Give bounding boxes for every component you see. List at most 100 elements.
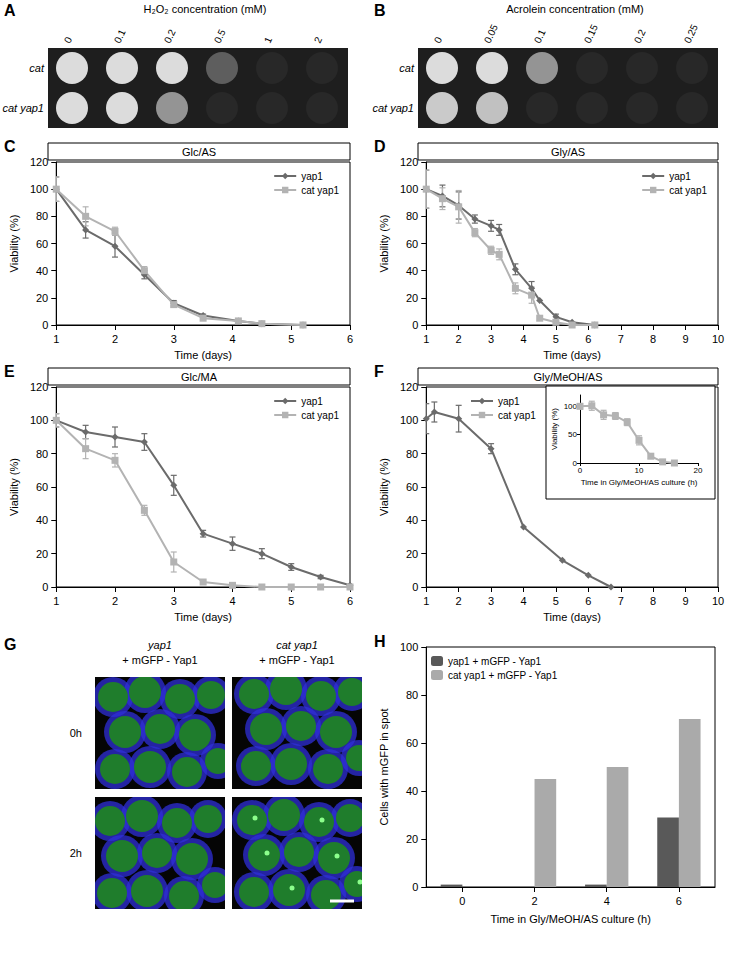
svg-text:100: 100	[400, 641, 418, 653]
svg-text:yap1: yap1	[301, 396, 323, 407]
svg-text:0.25: 0.25	[682, 22, 700, 45]
svg-text:40: 40	[406, 265, 418, 277]
svg-text:8: 8	[650, 595, 656, 607]
svg-text:0.5: 0.5	[212, 27, 228, 45]
svg-text:80: 80	[406, 448, 418, 460]
svg-text:Viability (%): Viability (%)	[8, 215, 20, 273]
svg-text:5: 5	[553, 333, 559, 345]
svg-text:80: 80	[406, 689, 418, 701]
svg-text:20: 20	[36, 548, 48, 560]
svg-text:100: 100	[30, 183, 48, 195]
svg-text:0: 0	[62, 35, 75, 45]
svg-text:cat: cat	[399, 62, 415, 74]
svg-text:0: 0	[412, 881, 418, 893]
svg-text:6: 6	[585, 595, 591, 607]
svg-text:Viability (%): Viability (%)	[378, 458, 390, 516]
svg-text:Time (days): Time (days)	[543, 611, 601, 623]
svg-text:0.15: 0.15	[582, 22, 600, 45]
svg-text:6: 6	[347, 595, 353, 607]
svg-text:0: 0	[42, 319, 48, 331]
svg-text:20: 20	[406, 548, 418, 560]
svg-text:5: 5	[288, 595, 294, 607]
svg-text:50: 50	[568, 430, 577, 439]
svg-text:5: 5	[288, 333, 294, 345]
svg-text:9: 9	[683, 333, 689, 345]
svg-text:0h: 0h	[70, 727, 82, 739]
svg-text:20: 20	[694, 466, 703, 475]
svg-text:Cells with mGFP in spot: Cells with mGFP in spot	[378, 708, 390, 825]
svg-text:60: 60	[406, 481, 418, 493]
svg-text:yap1 + mGFP - Yap1: yap1 + mGFP - Yap1	[448, 656, 542, 667]
svg-text:100: 100	[400, 183, 418, 195]
svg-text:0: 0	[42, 581, 48, 593]
svg-text:yap1: yap1	[669, 171, 691, 182]
svg-text:8: 8	[650, 333, 656, 345]
svg-text:10: 10	[635, 466, 644, 475]
svg-text:4: 4	[520, 333, 526, 345]
svg-text:2: 2	[312, 35, 325, 45]
svg-text:6: 6	[676, 895, 682, 907]
svg-text:Glc/MA: Glc/MA	[181, 371, 218, 383]
svg-text:7: 7	[618, 595, 624, 607]
svg-text:Time (days): Time (days)	[174, 349, 232, 361]
svg-text:Time in Gly/MeOH/AS culture (h: Time in Gly/MeOH/AS culture (h)	[581, 478, 698, 487]
svg-text:5: 5	[553, 595, 559, 607]
svg-text:Acrolein concentration (mM): Acrolein concentration (mM)	[506, 3, 644, 15]
svg-text:2: 2	[531, 895, 537, 907]
svg-text:1: 1	[423, 333, 429, 345]
svg-text:1: 1	[262, 35, 275, 45]
svg-text:1: 1	[423, 595, 429, 607]
svg-text:0: 0	[412, 581, 418, 593]
svg-text:40: 40	[36, 265, 48, 277]
svg-text:60: 60	[406, 737, 418, 749]
svg-text:3: 3	[171, 333, 177, 345]
svg-text:cat yap1: cat yap1	[2, 102, 44, 114]
svg-text:cat yap1 + mGFP - Yap1: cat yap1 + mGFP - Yap1	[448, 670, 558, 681]
svg-text:100: 100	[564, 402, 578, 411]
svg-text:6: 6	[585, 333, 591, 345]
svg-text:4: 4	[604, 895, 610, 907]
svg-text:0.2: 0.2	[162, 27, 178, 45]
svg-text:Gly/MeOH/AS: Gly/MeOH/AS	[533, 371, 602, 383]
svg-text:Viability (%): Viability (%)	[378, 215, 390, 273]
svg-text:60: 60	[36, 238, 48, 250]
svg-text:60: 60	[406, 238, 418, 250]
svg-text:2: 2	[112, 595, 118, 607]
svg-text:0.1: 0.1	[112, 27, 128, 45]
svg-text:3: 3	[171, 595, 177, 607]
svg-text:6: 6	[347, 333, 353, 345]
svg-text:yap1: yap1	[301, 171, 323, 182]
svg-text:+ mGFP - Yap1: + mGFP - Yap1	[122, 654, 198, 666]
svg-text:0.2: 0.2	[632, 27, 648, 45]
svg-text:cat yap1: cat yap1	[301, 185, 339, 196]
svg-text:40: 40	[406, 785, 418, 797]
svg-text:4: 4	[229, 595, 235, 607]
svg-text:3: 3	[488, 595, 494, 607]
svg-text:10: 10	[712, 333, 724, 345]
svg-text:2: 2	[112, 333, 118, 345]
svg-text:+ mGFP - Yap1: + mGFP - Yap1	[259, 654, 335, 666]
svg-text:60: 60	[36, 481, 48, 493]
svg-text:0: 0	[459, 895, 465, 907]
svg-text:40: 40	[36, 514, 48, 526]
svg-text:80: 80	[406, 210, 418, 222]
svg-text:Glc/AS: Glc/AS	[182, 146, 216, 158]
svg-text:9: 9	[683, 595, 689, 607]
svg-text:cat yap1: cat yap1	[372, 102, 414, 114]
svg-text:2: 2	[456, 333, 462, 345]
svg-text:Time in Gly/MeOH/AS culture (h: Time in Gly/MeOH/AS culture (h)	[490, 913, 650, 925]
svg-text:2h: 2h	[70, 847, 82, 859]
svg-text:20: 20	[406, 292, 418, 304]
svg-text:7: 7	[618, 333, 624, 345]
svg-text:4: 4	[520, 595, 526, 607]
svg-text:H₂O₂ concentration (mM): H₂O₂ concentration (mM)	[144, 3, 267, 15]
svg-text:cat yap1: cat yap1	[276, 639, 318, 651]
svg-text:Viability (%): Viability (%)	[8, 458, 20, 516]
svg-text:0: 0	[412, 319, 418, 331]
svg-text:20: 20	[406, 833, 418, 845]
svg-text:cat yap1: cat yap1	[498, 410, 536, 421]
svg-text:4: 4	[229, 333, 235, 345]
svg-text:120: 120	[30, 381, 48, 393]
svg-text:cat yap1: cat yap1	[669, 185, 707, 196]
svg-text:20: 20	[36, 292, 48, 304]
